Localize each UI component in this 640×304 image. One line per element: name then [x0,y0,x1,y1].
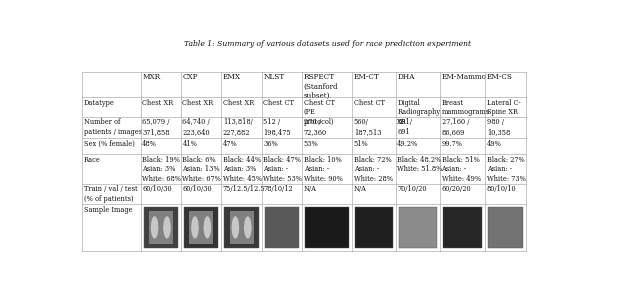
Text: 27,160 /
86,669: 27,160 / 86,669 [442,118,469,136]
Text: Table 1: Summary of various datasets used for race prediction experiment: Table 1: Summary of various datasets use… [184,40,472,48]
Bar [148,211,173,244]
Text: Black: 44%
Asian: 3%
White: 45%: Black: 44% Asian: 3% White: 45% [223,156,262,183]
Text: NLST: NLST [263,73,284,81]
Text: 48%: 48% [142,140,157,148]
Bar [399,207,437,248]
Text: Datatype: Datatype [84,98,115,107]
Text: EM-CS: EM-CS [487,73,513,81]
Text: RSPECT
(Stanford
subset): RSPECT (Stanford subset) [303,73,339,100]
Text: Black: 48.2%
White: 51.8%: Black: 48.2% White: 51.8% [397,156,443,173]
Text: EMX: EMX [223,73,241,81]
Text: Sex (% female): Sex (% female) [84,140,135,148]
Text: Chest XR: Chest XR [182,98,214,107]
Text: 41%: 41% [182,140,197,148]
Ellipse shape [232,216,239,239]
Text: Chest CT: Chest CT [263,98,294,107]
Bar [225,207,259,248]
Bar [355,207,393,248]
Text: 560/
187,513: 560/ 187,513 [354,118,381,136]
Text: 270 /
72,360: 270 / 72,360 [303,118,327,136]
Text: Black: 72%
Asian: -
White: 28%: Black: 72% Asian: - White: 28% [354,156,393,183]
Text: 65,079 /
371,858: 65,079 / 371,858 [142,118,170,136]
Text: EM-CT: EM-CT [354,73,380,81]
Text: 64,740 /
223,640: 64,740 / 223,640 [182,118,210,136]
Text: N/A: N/A [303,185,317,193]
Text: Sample Image: Sample Image [84,206,132,214]
Text: Lateral C-
Spine XR: Lateral C- Spine XR [487,98,520,116]
Text: Digital
Radiography
XR: Digital Radiography XR [397,98,440,126]
Text: 75/12.5/12.5: 75/12.5/12.5 [223,185,266,193]
Text: N/A: N/A [354,185,367,193]
Text: Black: 6%
Asian: 13%
White: 67%: Black: 6% Asian: 13% White: 67% [182,156,221,183]
Text: 60/10/30: 60/10/30 [142,185,172,193]
Bar [184,207,218,248]
Text: Black: 27%
Asian: -
White: 73%: Black: 27% Asian: - White: 73% [487,156,525,183]
Text: 691/
691: 691/ 691 [397,118,412,136]
Text: 60/10/30: 60/10/30 [182,185,212,193]
Ellipse shape [163,216,171,239]
Bar [143,207,178,248]
Bar [488,207,523,248]
Text: Black: 47%
Asian: -
White: 53%: Black: 47% Asian: - White: 53% [263,156,302,183]
Ellipse shape [244,216,252,239]
Text: 78/10/12: 78/10/12 [263,185,293,193]
Text: Black: 51%
Asian: -
White: 49%: Black: 51% Asian: - White: 49% [442,156,481,183]
Bar [443,207,483,248]
Text: DHA: DHA [397,73,415,81]
Bar [265,207,299,248]
Text: 60/20/20: 60/20/20 [442,185,471,193]
Bar [230,211,253,244]
Text: Black: 19%
Asian: 3%
White: 68%: Black: 19% Asian: 3% White: 68% [142,156,181,183]
Text: 49%: 49% [487,140,502,148]
Text: Black: 10%
Asian: -
White: 90%: Black: 10% Asian: - White: 90% [303,156,342,183]
Text: Train / val / test
(% of patients): Train / val / test (% of patients) [84,185,138,202]
Text: MXR: MXR [142,73,160,81]
Bar [305,207,349,248]
Text: 53%: 53% [303,140,318,148]
Text: 80/10/10: 80/10/10 [487,185,516,193]
Text: EM-Mammo: EM-Mammo [442,73,486,81]
Bar [189,211,213,244]
Text: Chest XR: Chest XR [223,98,254,107]
Text: 99.7%: 99.7% [442,140,463,148]
Text: Race: Race [84,156,101,164]
Ellipse shape [204,216,211,239]
Text: 512 /
198,475: 512 / 198,475 [263,118,291,136]
Text: 980 /
10,358: 980 / 10,358 [487,118,510,136]
Text: 70/10/20: 70/10/20 [397,185,427,193]
Ellipse shape [151,216,158,239]
Text: 36%: 36% [263,140,278,148]
Text: 47%: 47% [223,140,237,148]
Text: Number of
patients / images: Number of patients / images [84,118,142,136]
Text: Breast
mammograms: Breast mammograms [442,98,490,116]
Text: Chest XR: Chest XR [142,98,173,107]
Text: CXP: CXP [182,73,198,81]
Text: Chest CT: Chest CT [354,98,385,107]
Text: Chest CT
(PE
protocol): Chest CT (PE protocol) [303,98,335,126]
Text: 49.2%: 49.2% [397,140,419,148]
Text: 113,818/
227,882: 113,818/ 227,882 [223,118,253,136]
Text: 51%: 51% [354,140,369,148]
Ellipse shape [191,216,199,239]
